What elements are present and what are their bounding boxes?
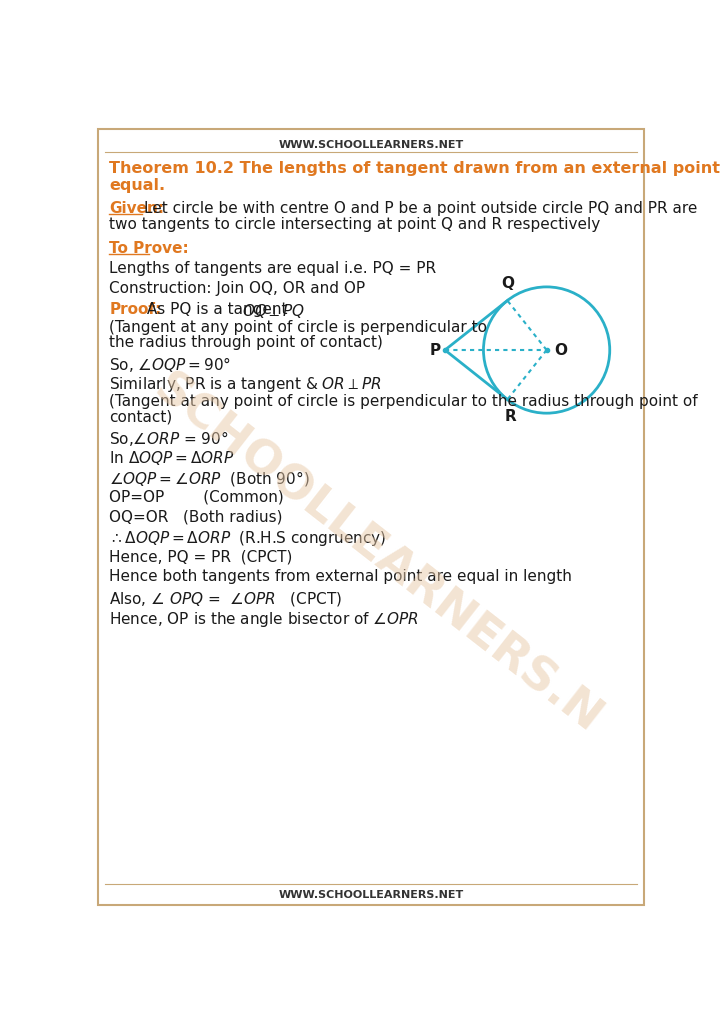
Text: Q: Q <box>501 276 514 291</box>
Text: SCHOOLLEARNERS.N: SCHOOLLEARNERS.N <box>145 366 610 742</box>
Text: (Tangent at any point of circle is perpendicular to: (Tangent at any point of circle is perpe… <box>109 319 487 335</box>
Text: $\angle OQP = \angle ORP$  (Both 90°): $\angle OQP = \angle ORP$ (Both 90°) <box>109 469 310 488</box>
Text: To Prove:: To Prove: <box>109 242 189 256</box>
Text: the radius through point of contact): the radius through point of contact) <box>109 336 383 350</box>
Text: (Tangent at any point of circle is perpendicular to the radius through point of: (Tangent at any point of circle is perpe… <box>109 394 698 409</box>
Text: P: P <box>429 343 440 357</box>
Text: Hence, OP is the angle bisector of $\angle OPR$: Hence, OP is the angle bisector of $\ang… <box>109 609 419 629</box>
Text: As PQ is a tangent: As PQ is a tangent <box>143 301 292 316</box>
Text: So, $\angle OQP = 90°$: So, $\angle OQP = 90°$ <box>109 355 231 375</box>
Text: Similarly, PR is a tangent & $OR \perp PR$: Similarly, PR is a tangent & $OR \perp P… <box>109 376 382 394</box>
Text: two tangents to circle intersecting at point Q and R respectively: two tangents to circle intersecting at p… <box>109 217 600 231</box>
Text: Given:: Given: <box>109 202 164 216</box>
Text: $OQ \perp PQ$: $OQ \perp PQ$ <box>243 301 306 319</box>
Text: Construction: Join OQ, OR and OP: Construction: Join OQ, OR and OP <box>109 282 366 297</box>
Text: Let circle be with centre O and P be a point outside circle PQ and PR are: Let circle be with centre O and P be a p… <box>144 202 697 216</box>
Text: O: O <box>555 343 568 357</box>
Text: OP=OP        (Common): OP=OP (Common) <box>109 489 284 505</box>
Text: Proof:: Proof: <box>109 301 161 316</box>
FancyBboxPatch shape <box>98 129 644 905</box>
Text: In $\Delta OQP = \Delta ORP$: In $\Delta OQP = \Delta ORP$ <box>109 450 235 467</box>
Text: Also, $\angle$ $OPQ$ =  $\angle OPR$   (CPCT): Also, $\angle$ $OPQ$ = $\angle OPR$ (CPC… <box>109 590 342 607</box>
Text: R: R <box>505 409 516 424</box>
Text: contact): contact) <box>109 410 172 424</box>
Text: WWW.SCHOOLLEARNERS.NET: WWW.SCHOOLLEARNERS.NET <box>279 140 463 150</box>
Text: equal.: equal. <box>109 178 165 194</box>
Text: $\therefore \Delta OQP = \Delta ORP$  (R.H.S congruency): $\therefore \Delta OQP = \Delta ORP$ (R.… <box>109 529 387 549</box>
Text: Hence both tangents from external point are equal in length: Hence both tangents from external point … <box>109 569 572 585</box>
Text: Hence, PQ = PR  (CPCT): Hence, PQ = PR (CPCT) <box>109 550 292 564</box>
Text: Theorem 10.2 The lengths of tangent drawn from an external point to a circle are: Theorem 10.2 The lengths of tangent draw… <box>109 162 724 176</box>
Text: OQ=OR   (Both radius): OQ=OR (Both radius) <box>109 509 283 524</box>
Text: Lengths of tangents are equal i.e. PQ = PR: Lengths of tangents are equal i.e. PQ = … <box>109 261 437 276</box>
Text: WWW.SCHOOLLEARNERS.NET: WWW.SCHOOLLEARNERS.NET <box>279 890 463 900</box>
Text: So,$\angle ORP$ = 90°: So,$\angle ORP$ = 90° <box>109 429 229 449</box>
